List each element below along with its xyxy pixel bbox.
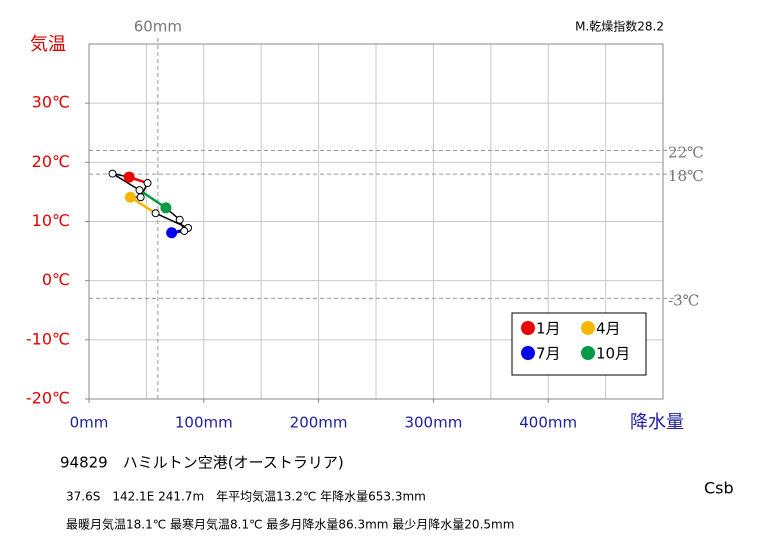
x-tick-label: 300mm bbox=[404, 414, 462, 432]
legend-marker bbox=[521, 346, 535, 360]
month-point bbox=[136, 193, 145, 202]
month-point bbox=[123, 171, 135, 183]
index-label: M.乾燥指数28.2 bbox=[575, 19, 664, 34]
legend-box bbox=[511, 312, 647, 376]
x-tick-label: 0mm bbox=[70, 414, 109, 432]
month-point bbox=[124, 191, 136, 203]
reference-label: 60mm bbox=[134, 18, 182, 36]
month-point bbox=[175, 215, 184, 224]
legend-label: 1月 bbox=[536, 320, 561, 338]
reference-label: -3℃ bbox=[668, 291, 699, 309]
climate-class: Csb bbox=[704, 479, 734, 498]
legend-marker bbox=[581, 321, 595, 335]
month-point bbox=[166, 227, 178, 239]
legend-marker bbox=[581, 346, 595, 360]
x-tick-label: 200mm bbox=[290, 414, 348, 432]
y-tick-label: 20℃ bbox=[32, 152, 70, 171]
month-point bbox=[151, 209, 160, 218]
x-tick-label: 100mm bbox=[175, 414, 233, 432]
y-tick-label: -20℃ bbox=[26, 389, 70, 408]
reference-label: 22℃ bbox=[668, 144, 704, 162]
reference-label: 18℃ bbox=[668, 167, 704, 185]
info-line: 37.6S 142.1E 241.7m 年平均気温13.2℃ 年降水量653.3… bbox=[66, 489, 426, 504]
month-point bbox=[180, 226, 189, 235]
month-point bbox=[135, 186, 144, 195]
x-axis-label: 降水量 bbox=[630, 412, 684, 433]
legend-label: 10月 bbox=[596, 345, 630, 363]
y-tick-label: 30℃ bbox=[32, 93, 70, 112]
legend-label: 4月 bbox=[596, 320, 621, 338]
month-point bbox=[143, 179, 152, 188]
y-tick-label: 0℃ bbox=[42, 270, 70, 289]
month-point bbox=[160, 202, 172, 214]
y-tick-label: 10℃ bbox=[32, 211, 70, 230]
y-axis-label: 気温 bbox=[30, 34, 66, 55]
x-tick-label: 400mm bbox=[519, 414, 577, 432]
month-point bbox=[108, 169, 117, 178]
station: 94829 ハミルトン空港(オーストラリア) bbox=[60, 454, 344, 472]
loop-segment bbox=[112, 172, 140, 191]
legend-label: 7月 bbox=[536, 345, 561, 363]
info-line: 最暖月気温18.1℃ 最寒月気温8.1℃ 最多月降水量86.3mm 最少月降水量… bbox=[66, 517, 514, 532]
legend-marker bbox=[521, 321, 535, 335]
y-tick-label: -10℃ bbox=[26, 329, 70, 348]
